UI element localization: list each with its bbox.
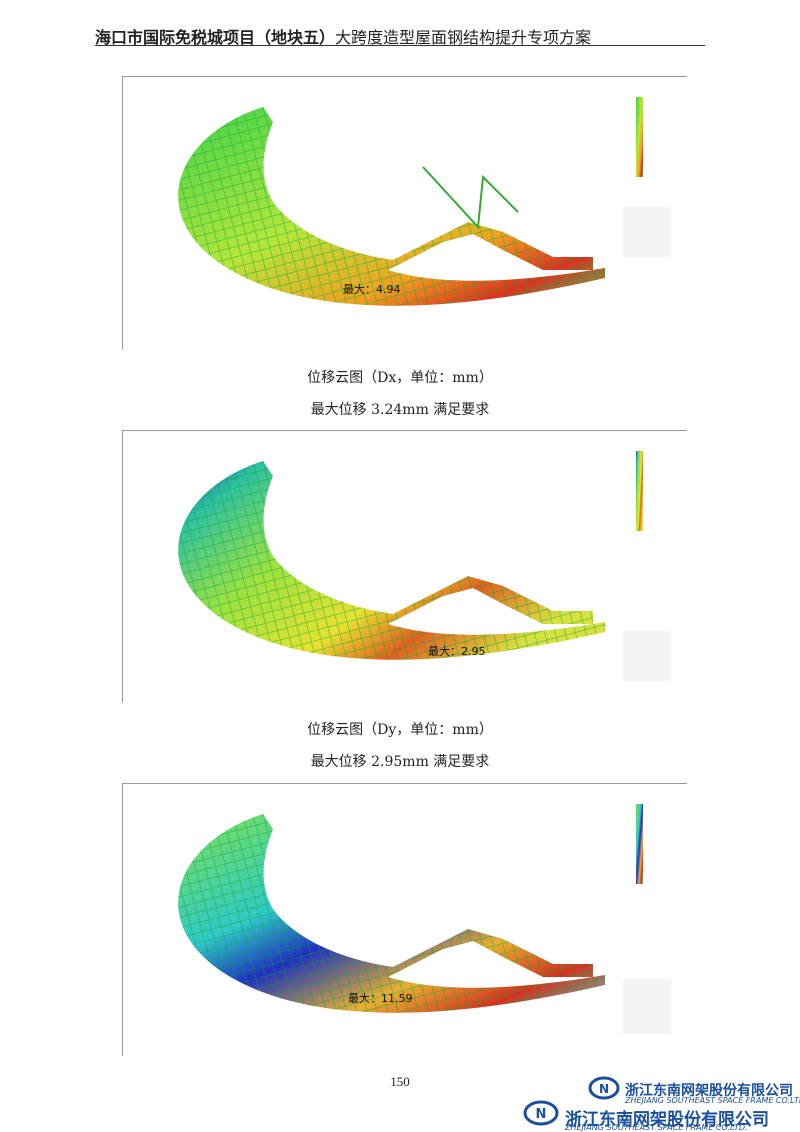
logo-text: 浙江东南网架股份有限公司 xyxy=(625,1083,793,1099)
figure-dx: 最大：4.94 xyxy=(122,76,687,349)
page-number: 150 xyxy=(390,1074,410,1089)
note: 最大位移 2.95mm 满足要求 xyxy=(310,754,490,770)
legend xyxy=(623,804,671,1034)
header-rule xyxy=(95,45,705,46)
max-label: 最大：4.94 xyxy=(343,282,401,296)
legend xyxy=(623,451,671,681)
max-label: 最大：11.59 xyxy=(348,991,413,1005)
header: 海口市国际免税城项目（地块五）大跨度造型屋面钢结构提升专项方案 xyxy=(95,24,591,48)
caption: 位移云图（Dy，单位：mm） xyxy=(307,722,493,738)
max-label: 最大：2.95 xyxy=(428,644,486,658)
header-bold: 海口市国际免税城项目（地块五） xyxy=(95,28,336,47)
figure-dz: 最大：11.59 xyxy=(122,783,687,1056)
logo-mark: N xyxy=(588,1076,620,1100)
header-normal: 大跨度造型屋面钢结构提升专项方案 xyxy=(335,28,592,47)
legend xyxy=(623,97,671,257)
svg-text:N: N xyxy=(536,1107,547,1122)
logo-mark: N xyxy=(523,1100,559,1126)
caption: 位移云图（Dx，单位：mm） xyxy=(307,370,493,386)
svg-text:N: N xyxy=(599,1082,609,1096)
note: 最大位移 3.24mm 满足要求 xyxy=(310,402,490,418)
logo-text: 浙江东南网架股份有限公司 xyxy=(565,1110,769,1130)
figure-dy: 最大：2.95 xyxy=(122,430,687,703)
logo-en: ZHEJIANG SOUTHEAST SPACE FRAME CO.LTD. xyxy=(565,1123,748,1132)
logo-en: ZHEJIANG SOUTHEAST SPACE FRAME CO.LTD. xyxy=(625,1096,800,1105)
